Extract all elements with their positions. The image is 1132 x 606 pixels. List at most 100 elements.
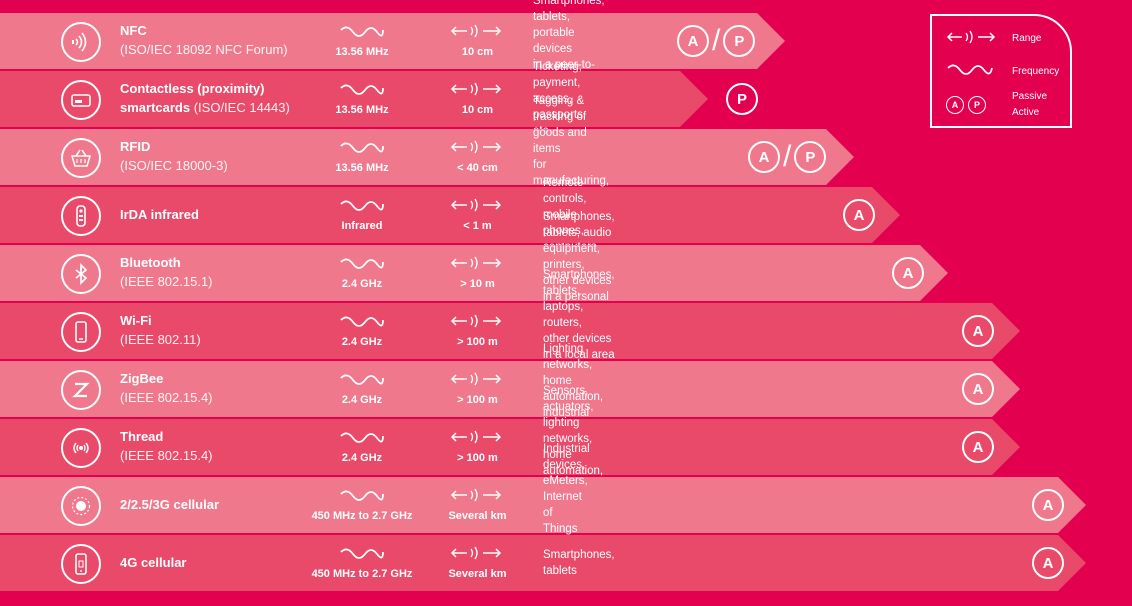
use-cases: Smartphones, tablets — [543, 535, 615, 591]
row-arrow-tip — [757, 13, 785, 69]
technology-name: 4G cellular — [120, 553, 320, 572]
row-band — [0, 361, 992, 417]
use-case-line: Tagging & tracking of goods and items — [533, 95, 587, 155]
mode-badges: P — [726, 83, 758, 115]
active-badge: A — [892, 257, 924, 289]
row-band — [0, 245, 920, 301]
frequency-value: 2.4 GHz — [341, 278, 383, 290]
technology-title: Wi-Fi — [120, 313, 152, 328]
range-symbol — [450, 545, 504, 566]
technology-standard: (IEEE 802.11) — [120, 332, 201, 347]
use-cases: Ticketing, payment,access, passports, et… — [533, 61, 586, 137]
basket-icon — [61, 138, 101, 178]
frequency-symbol — [339, 431, 385, 449]
wave-icon — [340, 26, 384, 37]
mode-badges: A — [1032, 489, 1064, 521]
remote-control-icon — [61, 196, 101, 236]
phone-icon — [61, 312, 101, 352]
use-case-line: Smartphones, tablets, — [533, 0, 605, 23]
technology-standard: (ISO/IEC 18000-3) — [120, 158, 228, 173]
wave-icon — [340, 316, 384, 327]
range-value: > 100 m — [457, 394, 498, 406]
range-symbol — [450, 255, 504, 276]
bluetooth-icon — [61, 254, 101, 294]
row-band — [0, 535, 1058, 591]
range-value: < 40 cm — [457, 162, 498, 174]
wave-icon — [340, 200, 384, 211]
mode-badges: A — [962, 373, 994, 405]
active-badge: A — [962, 431, 994, 463]
active-badge: A — [843, 199, 875, 231]
range-icon — [450, 140, 502, 154]
technology-title-line2: smartcards — [120, 100, 194, 115]
active-badge: A — [962, 373, 994, 405]
row-band — [0, 419, 992, 475]
frequency-symbol — [339, 257, 385, 275]
mode-badges: A / P — [677, 24, 756, 57]
technology-title: RFID — [120, 139, 151, 154]
smartphone-icon — [61, 544, 101, 584]
active-badge: A — [1032, 489, 1064, 521]
frequency-value: 450 MHz to 2.7 GHz — [311, 568, 413, 580]
legend-range-symbol — [946, 30, 998, 44]
technology-name: NFC (ISO/IEC 18092 NFC Forum) — [120, 21, 320, 59]
technology-standard: (IEEE 802.15.1) — [120, 274, 213, 289]
range-symbol — [450, 487, 504, 508]
wave-icon — [340, 84, 384, 95]
frequency-value: 2.4 GHz — [341, 452, 383, 464]
range-icon — [450, 198, 502, 212]
mode-badges: A — [1032, 547, 1064, 579]
mode-badges: A — [962, 431, 994, 463]
technology-name: ZigBee (IEEE 802.15.4) — [120, 369, 320, 407]
use-case-line: Smartphones, tablets — [543, 549, 615, 577]
active-badge: A — [946, 96, 964, 114]
wave-icon — [340, 432, 384, 443]
use-case-line: portable devices — [533, 27, 575, 55]
legend-mode-symbols: A P — [946, 96, 990, 114]
technology-title: Bluetooth — [120, 255, 181, 270]
technology-name: Contactless (proximity) smartcards (ISO/I… — [120, 79, 320, 117]
active-badge: A — [1032, 547, 1064, 579]
active-badge: A — [962, 315, 994, 347]
range-icon — [450, 430, 502, 444]
wave-icon — [340, 258, 384, 269]
range-value: Several km — [448, 568, 507, 580]
range-icon — [450, 372, 502, 386]
use-case-line: Smartphones, tablets, audio equipment, p… — [543, 211, 615, 271]
frequency-symbol — [339, 373, 385, 391]
use-case-line: Smartphones, tablets, laptops, routers, — [543, 269, 615, 329]
technology-name: IrDA infrared — [120, 205, 320, 224]
legend-range-label: Range — [1012, 33, 1042, 44]
row-arrow-tip — [920, 245, 948, 301]
frequency-symbol — [339, 547, 385, 565]
passive-badge: P — [794, 141, 827, 173]
active-badge: A — [677, 25, 709, 57]
range-icon — [450, 24, 502, 38]
thread-icon — [61, 428, 101, 468]
range-value: Several km — [448, 510, 507, 522]
wave-icon — [340, 142, 384, 153]
technology-standard: (IEEE 802.15.4) — [120, 390, 213, 405]
passive-badge: P — [723, 25, 756, 57]
frequency-value: 13.56 MHz — [335, 104, 389, 116]
range-icon — [946, 30, 996, 44]
passive-badge: P — [968, 96, 986, 114]
row-band — [0, 71, 680, 127]
technology-name: Wi-Fi (IEEE 802.11) — [120, 311, 320, 349]
row-arrow-tip — [992, 303, 1020, 359]
range-symbol — [450, 371, 504, 392]
frequency-value: 2.4 GHz — [341, 394, 383, 406]
range-symbol — [450, 197, 504, 218]
mode-separator: / — [712, 24, 721, 57]
legend: Range Frequency A P Passive Active — [930, 14, 1072, 128]
frequency-value: 2.4 GHz — [341, 336, 383, 348]
use-cases: Industrial devices, eMeters, Internet of… — [543, 443, 590, 567]
range-icon — [450, 488, 502, 502]
legend-frequency-symbol — [946, 64, 994, 76]
row-arrow-tip — [826, 129, 854, 185]
row-arrow-tip — [992, 419, 1020, 475]
technology-title: IrDA infrared — [120, 207, 199, 222]
mode-badges: A / P — [748, 141, 827, 173]
technology-title: Contactless (proximity) — [120, 81, 265, 96]
wave-icon — [947, 64, 993, 75]
